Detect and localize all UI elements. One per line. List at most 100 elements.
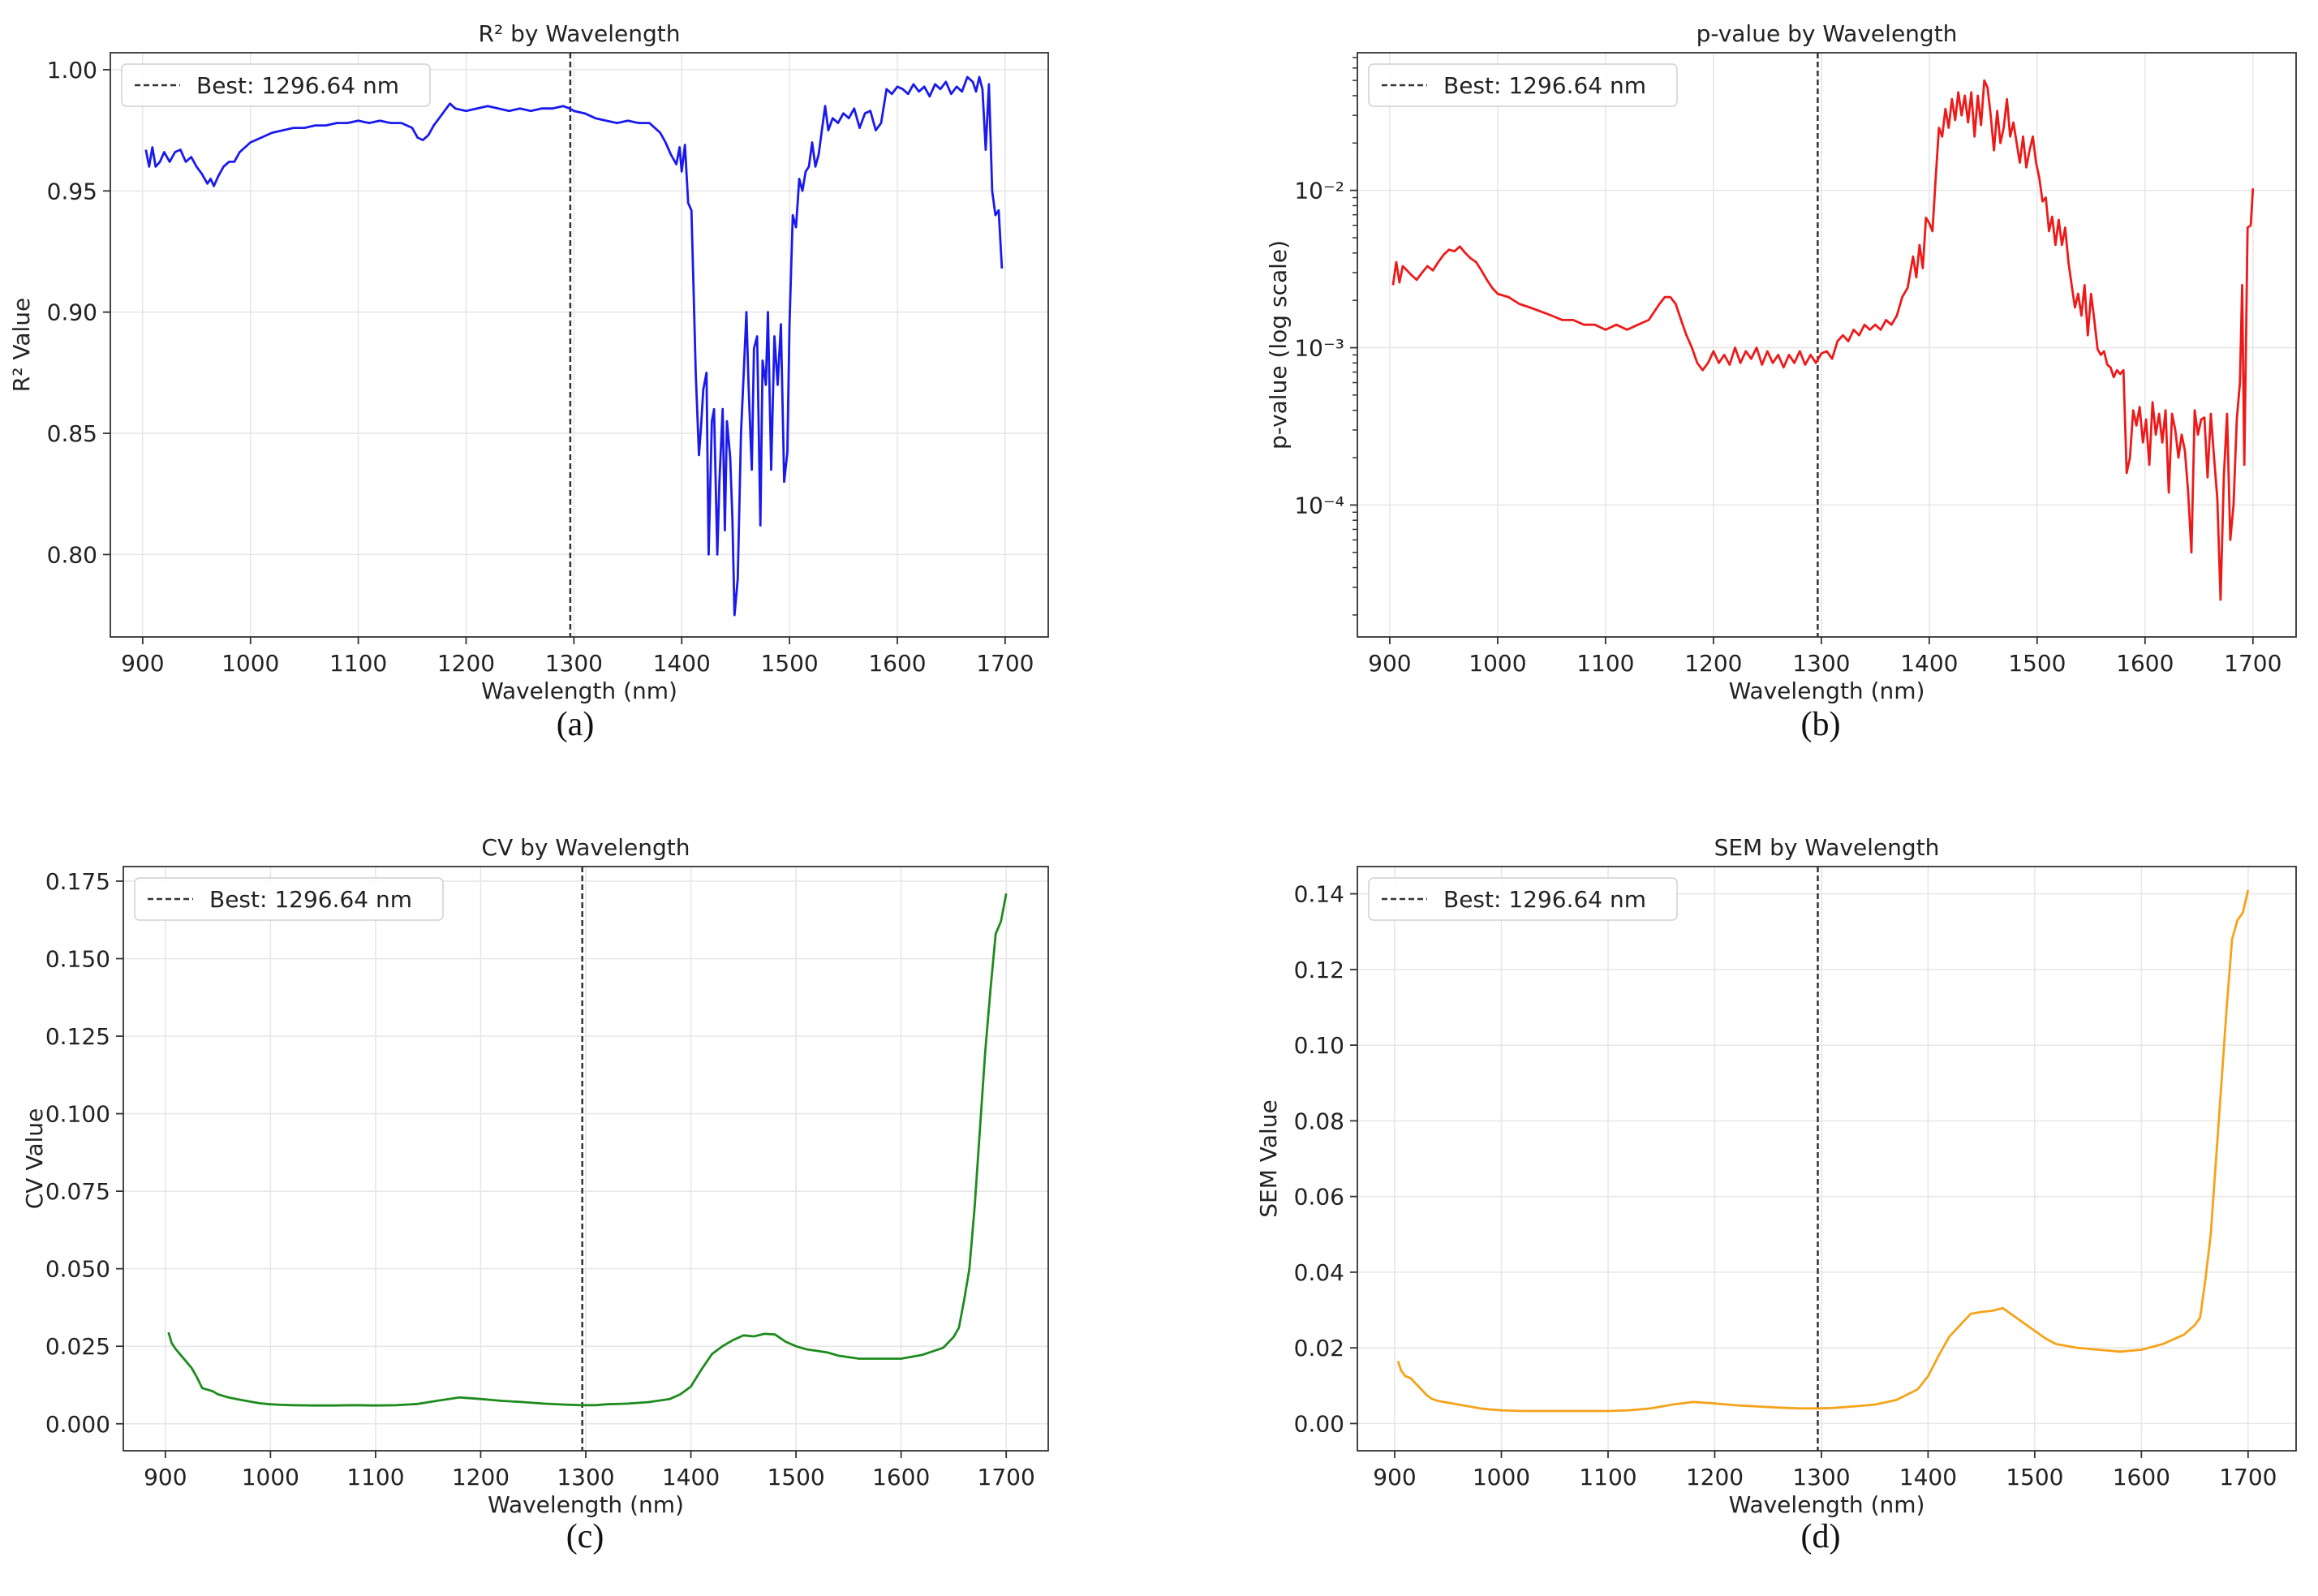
chart-a: 900 1000 1100 1200 1300 1400 1500 1600 1700 0.80 0… [8,20,1049,743]
x-tick-label: 1400 [662,1464,720,1491]
y-tick-label: 0.85 [47,420,97,447]
x-tick-label: 1700 [2219,1464,2277,1491]
y-axis-label: CV Value [21,1108,48,1210]
x-tick-label: 1600 [872,1464,930,1491]
legend: Best: 1296.64 nm [1368,877,1678,921]
y-tick-label: 0.100 [45,1101,110,1128]
x-tick-label: 1600 [2116,650,2174,677]
y-tick-label: 0.95 [47,178,97,204]
x-tick-label: 1700 [2224,650,2281,677]
x-tick-label: 900 [1373,1464,1416,1491]
chart-c: 900 1000 1100 1200 1300 1400 1500 1600 1700 0.000… [21,834,1049,1555]
x-tick-label: 1300 [1792,650,1850,677]
x-tick-label: 900 [1368,650,1411,677]
y-tick-label: 0.08 [1294,1108,1344,1134]
x-tick-label: 1300 [545,650,603,677]
legend-box [1368,877,1678,921]
y-tick-label: 10⁻⁴ [1294,492,1344,518]
y-axis-label: R² Value [8,298,35,392]
x-tick-label: 900 [144,1464,187,1491]
legend-label: Best: 1296.64 nm [209,886,412,913]
x-tick-label: 1300 [1792,1464,1850,1491]
x-tick-label: 1500 [760,650,818,677]
chart-d: 900 1000 1100 1200 1300 1400 1500 1600 1700 0.00 0… [1255,834,2297,1555]
y-axis-label: SEM Value [1255,1099,1282,1217]
y-tick-label: 0.050 [45,1256,110,1283]
y-tick-label: 0.10 [1294,1032,1344,1059]
legend-label: Best: 1296.64 nm [1443,886,1646,913]
series-line-b [1391,79,2255,601]
x-tick-label: 1100 [329,650,387,677]
legend-label: Best: 1296.64 nm [196,72,399,99]
y-tick-label: 0.14 [1294,881,1344,908]
y-tick-label: 0.02 [1294,1335,1344,1362]
y-tick-label: 0.06 [1294,1184,1344,1211]
chart-b: 900 1000 1100 1200 1300 1400 1500 1600 1700 10⁻⁴ 1… [1265,20,2297,743]
y-tick-label: 10⁻³ [1294,335,1344,362]
x-tick-label: 1400 [653,650,711,677]
x-tick-label: 1100 [1579,1464,1636,1491]
panel-caption: (c) [566,1518,604,1555]
chart-title: SEM by Wavelength [1714,834,1940,861]
y-tick-label: 1.00 [47,57,97,84]
x-tick-label: 1000 [242,1464,299,1491]
x-tick-label: 1400 [1899,1464,1957,1491]
legend: Best: 1296.64 nm [1368,63,1678,107]
x-tick-label: 1600 [868,650,926,677]
x-tick-label: 1200 [1684,650,1742,677]
x-axis-label: Wavelength (nm) [1729,1491,1925,1518]
x-tick-label: 1200 [452,1464,510,1491]
y-tick-label: 0.90 [47,299,97,326]
x-tick-label: 1500 [2008,650,2066,677]
panel-caption: (a) [557,706,595,743]
x-tick-label: 1000 [1473,1464,1530,1491]
chart-title: R² by Wavelength [479,20,681,47]
x-tick-label: 1500 [767,1464,824,1491]
y-tick-label: 0.075 [45,1178,110,1205]
y-tick-label: 10⁻² [1294,178,1344,204]
y-tick-label: 0.80 [47,541,97,568]
series-line-c [167,893,1008,1407]
x-tick-label: 1400 [1900,650,1958,677]
panel-caption: (d) [1801,1518,1841,1555]
y-tick-label: 0.000 [45,1411,110,1438]
legend-box [121,63,431,107]
y-tick-label: 0.00 [1294,1410,1344,1437]
x-tick-label: 1500 [2006,1464,2063,1491]
y-tick-label: 0.150 [45,946,110,973]
y-tick-label: 0.12 [1294,957,1344,983]
legend-box [134,877,444,921]
x-tick-label: 1100 [1576,650,1634,677]
y-tick-label: 0.025 [45,1333,110,1360]
x-axis-label: Wavelength (nm) [1729,678,1925,704]
x-tick-label: 1700 [976,650,1034,677]
panel-caption: (b) [1801,706,1841,743]
x-tick-label: 900 [121,650,164,677]
legend-box [1368,63,1678,107]
chart-title: CV by Wavelength [482,834,690,861]
y-tick-label: 0.125 [45,1023,110,1050]
x-axis-label: Wavelength (nm) [488,1491,684,1518]
x-tick-label: 1000 [1469,650,1526,677]
plot-frame [1357,866,2297,1452]
x-tick-label: 1000 [221,650,279,677]
plot-frame [110,52,1049,638]
x-axis-label: Wavelength (nm) [481,678,677,704]
x-tick-label: 1200 [437,650,495,677]
x-tick-label: 1100 [346,1464,404,1491]
legend: Best: 1296.64 nm [134,877,444,921]
series-line-a [144,75,1004,617]
x-tick-label: 1600 [2113,1464,2170,1491]
y-tick-label: 0.175 [45,868,110,895]
x-tick-label: 1700 [978,1464,1035,1491]
y-axis-label: p-value (log scale) [1265,240,1292,450]
y-tick-label: 0.04 [1294,1259,1344,1286]
x-tick-label: 1200 [1686,1464,1744,1491]
series-line-d [1396,889,2250,1413]
x-tick-label: 1300 [557,1464,614,1491]
legend-label: Best: 1296.64 nm [1443,72,1646,99]
plot-frame [1357,52,2297,638]
legend: Best: 1296.64 nm [121,63,431,107]
